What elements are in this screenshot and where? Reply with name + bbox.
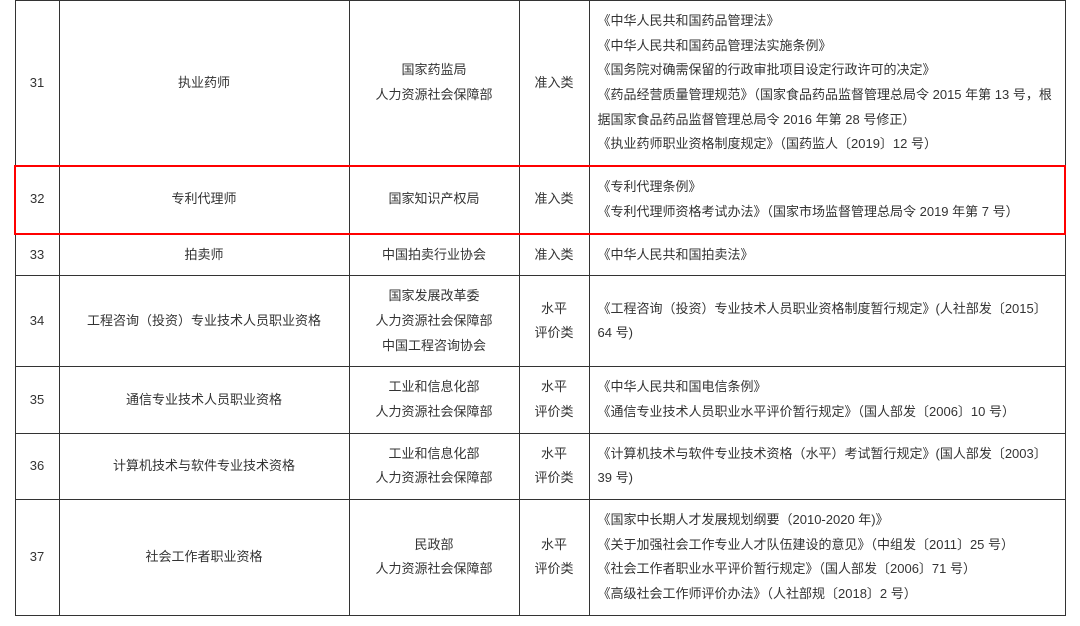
agency: 民政部人力资源社会保障部 bbox=[349, 500, 519, 616]
row-number: 36 bbox=[15, 433, 59, 499]
page: 31执业药师国家药监局人力资源社会保障部准入类《中华人民共和国药品管理法》《中华… bbox=[0, 0, 1080, 626]
row-number: 32 bbox=[15, 166, 59, 233]
table-row: 34工程咨询（投资）专业技术人员职业资格国家发展改革委人力资源社会保障部中国工程… bbox=[15, 276, 1065, 367]
table-row: 32专利代理师国家知识产权局准入类《专利代理条例》《专利代理师资格考试办法》（国… bbox=[15, 166, 1065, 233]
qualification-title: 执业药师 bbox=[59, 1, 349, 167]
legal-basis: 《国家中长期人才发展规划纲要（2010-2020 年)》《关于加强社会工作专业人… bbox=[589, 500, 1065, 616]
legal-basis: 《工程咨询（投资）专业技术人员职业资格制度暂行规定》(人社部发〔2015〕64 … bbox=[589, 276, 1065, 367]
category: 准入类 bbox=[519, 234, 589, 276]
legal-basis: 《计算机技术与软件专业技术资格（水平）考试暂行规定》(国人部发〔2003〕39 … bbox=[589, 433, 1065, 499]
category: 水平评价类 bbox=[519, 367, 589, 433]
table-row: 31执业药师国家药监局人力资源社会保障部准入类《中华人民共和国药品管理法》《中华… bbox=[15, 1, 1065, 167]
agency: 工业和信息化部人力资源社会保障部 bbox=[349, 367, 519, 433]
row-number: 34 bbox=[15, 276, 59, 367]
row-number: 35 bbox=[15, 367, 59, 433]
agency: 国家发展改革委人力资源社会保障部中国工程咨询协会 bbox=[349, 276, 519, 367]
qualification-title: 通信专业技术人员职业资格 bbox=[59, 367, 349, 433]
qualification-title: 拍卖师 bbox=[59, 234, 349, 276]
table-row: 35通信专业技术人员职业资格工业和信息化部人力资源社会保障部水平评价类《中华人民… bbox=[15, 367, 1065, 433]
agency: 国家知识产权局 bbox=[349, 166, 519, 233]
category: 水平评价类 bbox=[519, 433, 589, 499]
qualification-title: 专利代理师 bbox=[59, 166, 349, 233]
qualification-title: 计算机技术与软件专业技术资格 bbox=[59, 433, 349, 499]
table-row: 33拍卖师中国拍卖行业协会准入类《中华人民共和国拍卖法》 bbox=[15, 234, 1065, 276]
qualification-table: 31执业药师国家药监局人力资源社会保障部准入类《中华人民共和国药品管理法》《中华… bbox=[14, 0, 1066, 616]
agency: 国家药监局人力资源社会保障部 bbox=[349, 1, 519, 167]
agency: 工业和信息化部人力资源社会保障部 bbox=[349, 433, 519, 499]
table-row: 37社会工作者职业资格民政部人力资源社会保障部水平评价类《国家中长期人才发展规划… bbox=[15, 500, 1065, 616]
category: 准入类 bbox=[519, 1, 589, 167]
qualification-title: 社会工作者职业资格 bbox=[59, 500, 349, 616]
legal-basis: 《中华人民共和国药品管理法》《中华人民共和国药品管理法实施条例》《国务院对确需保… bbox=[589, 1, 1065, 167]
row-number: 37 bbox=[15, 500, 59, 616]
row-number: 33 bbox=[15, 234, 59, 276]
category: 水平评价类 bbox=[519, 500, 589, 616]
legal-basis: 《专利代理条例》《专利代理师资格考试办法》（国家市场监督管理总局令 2019 年… bbox=[589, 166, 1065, 233]
row-number: 31 bbox=[15, 1, 59, 167]
qualification-title: 工程咨询（投资）专业技术人员职业资格 bbox=[59, 276, 349, 367]
legal-basis: 《中华人民共和国拍卖法》 bbox=[589, 234, 1065, 276]
category: 水平评价类 bbox=[519, 276, 589, 367]
agency: 中国拍卖行业协会 bbox=[349, 234, 519, 276]
legal-basis: 《中华人民共和国电信条例》《通信专业技术人员职业水平评价暂行规定》（国人部发〔2… bbox=[589, 367, 1065, 433]
table-row: 36计算机技术与软件专业技术资格工业和信息化部人力资源社会保障部水平评价类《计算… bbox=[15, 433, 1065, 499]
category: 准入类 bbox=[519, 166, 589, 233]
